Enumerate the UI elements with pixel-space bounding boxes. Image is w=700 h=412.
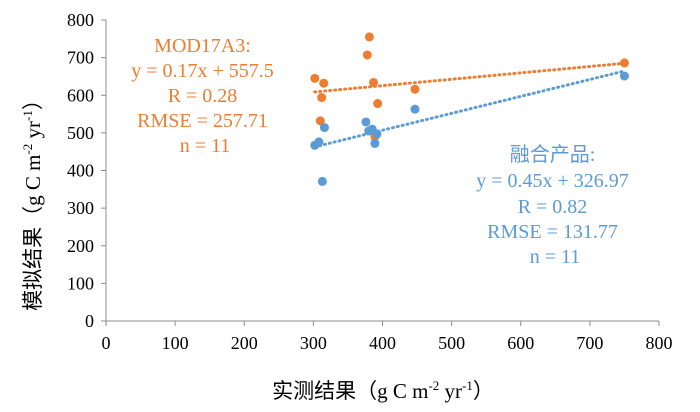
- data-point-series-1: [410, 104, 420, 114]
- trendline-series-1: [313, 69, 626, 149]
- data-point-series-0: [410, 84, 420, 94]
- data-point-series-1: [317, 176, 327, 186]
- x-tick-label: 200: [231, 333, 258, 353]
- y-tick-label: 800: [67, 10, 94, 30]
- data-point-series-1: [319, 123, 329, 133]
- trendlines: [313, 61, 626, 149]
- y-tick-label: 0: [85, 311, 94, 331]
- x-tick-label: 0: [102, 333, 111, 353]
- y-tick-label: 300: [67, 198, 94, 218]
- x-tick-label: 600: [507, 333, 534, 353]
- y-tick-label: 400: [67, 161, 94, 181]
- data-point-series-0: [315, 116, 325, 126]
- mod17a3-annotation-equation: y = 0.17x + 557.5: [131, 60, 274, 82]
- data-point-series-0: [373, 99, 383, 109]
- data-point-series-1: [370, 138, 380, 148]
- y-tick-label: 200: [67, 236, 94, 256]
- data-point-series-0: [369, 77, 379, 87]
- x-tick-label: 700: [576, 333, 603, 353]
- mod17a3-annotation: MOD17A3: y = 0.17x + 557.5 R = 0.28 RMSE…: [131, 35, 279, 157]
- data-point-series-0: [364, 32, 374, 42]
- fused-annotation-title: 融合产品:: [510, 143, 596, 166]
- mod17a3-annotation-n: n = 11: [180, 135, 231, 157]
- fused-annotation-equation: y = 0.45x + 326.97: [476, 170, 629, 192]
- y-axis-title: 模拟结果（g C m-2 yr-1）: [20, 89, 45, 311]
- fused-annotation-n: n = 11: [530, 246, 581, 268]
- trendline-series-0: [313, 61, 626, 94]
- y-tick-label: 100: [67, 273, 94, 293]
- fused-product-annotation: 融合产品: y = 0.45x + 326.97 R = 0.82 RMSE =…: [476, 143, 634, 268]
- fused-annotation-r: R = 0.82: [518, 196, 588, 218]
- x-tick-label: 100: [162, 333, 189, 353]
- y-axis-ticks: 0 100 200 300 400 500 600 700 800: [67, 10, 106, 331]
- y-tick-label: 700: [67, 48, 94, 68]
- x-axis-ticks: 0 100 200 300 400 500 600 700 800: [102, 321, 673, 353]
- data-point-series-1: [314, 137, 324, 147]
- y-tick-label: 600: [67, 85, 94, 105]
- x-tick-label: 400: [369, 333, 396, 353]
- y-tick-label: 500: [67, 123, 94, 143]
- x-tick-label: 800: [646, 333, 673, 353]
- data-point-series-1: [619, 71, 629, 81]
- data-point-series-0: [319, 78, 329, 88]
- mod17a3-annotation-rmse: RMSE = 257.71: [137, 110, 268, 132]
- mod17a3-annotation-r: R = 0.28: [168, 85, 238, 107]
- data-point-series-0: [317, 93, 327, 103]
- data-point-series-1: [361, 117, 371, 127]
- data-point-series-0: [362, 50, 372, 60]
- data-points: [310, 32, 629, 186]
- fused-annotation-rmse: RMSE = 131.77: [487, 221, 618, 243]
- x-tick-label: 500: [438, 333, 465, 353]
- x-axis-title: 实测结果（g C m-2 yr-1）: [272, 378, 494, 403]
- data-point-series-0: [619, 58, 629, 68]
- mod17a3-annotation-title: MOD17A3:: [154, 35, 251, 57]
- data-point-series-1: [372, 129, 382, 139]
- data-point-series-0: [310, 73, 320, 83]
- x-tick-label: 300: [300, 333, 327, 353]
